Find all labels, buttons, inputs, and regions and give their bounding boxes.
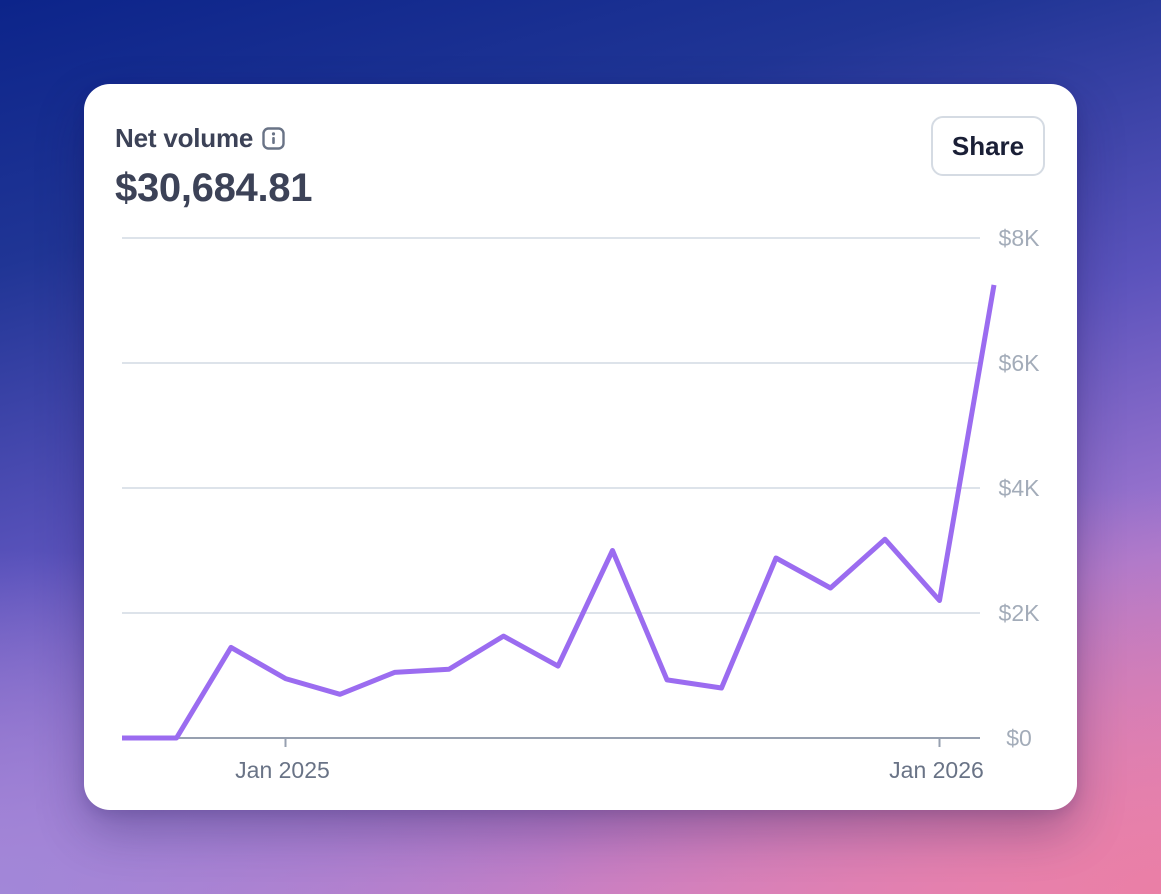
- data-point: [610, 548, 615, 553]
- data-point: [883, 537, 888, 542]
- x-tick-label: Jan 2026: [889, 757, 984, 783]
- share-button[interactable]: Share: [931, 116, 1045, 176]
- data-point: [338, 692, 343, 697]
- data-point: [719, 686, 724, 691]
- y-tick-label: $2K: [999, 600, 1041, 626]
- x-axis-ticks: Jan 2025 Jan 2026: [235, 738, 984, 783]
- info-icon[interactable]: [262, 126, 285, 150]
- y-tick-label: $6K: [999, 350, 1041, 376]
- data-point: [447, 667, 452, 672]
- net-volume-chart: $0 $2K $4K $6K $8K Jan 2025 Jan 2026: [120, 225, 1041, 783]
- data-point: [665, 677, 670, 682]
- data-point: [229, 645, 234, 650]
- card-title: Net volume: [115, 122, 254, 153]
- y-tick-label: $4K: [999, 475, 1041, 501]
- y-tick-label: $0: [1006, 725, 1032, 751]
- net-volume-amount: $30,684.81: [115, 166, 313, 210]
- y-tick-label: $8K: [999, 225, 1041, 251]
- x-tick-label: Jan 2025: [235, 757, 330, 783]
- y-axis-ticks: $0 $2K $4K $6K $8K: [999, 225, 1041, 751]
- data-point: [501, 634, 506, 639]
- net-volume-card: Net volume $30,684.81 Share $0 $2K $4K $6K $…: [84, 84, 1077, 810]
- data-point: [120, 736, 125, 741]
- data-point: [937, 598, 942, 603]
- data-point: [774, 556, 779, 561]
- data-point: [283, 676, 288, 681]
- data-point: [174, 736, 179, 741]
- data-point: [992, 282, 997, 287]
- gridlines: [122, 237, 980, 614]
- series-line: [122, 284, 997, 741]
- series-layer: [120, 282, 997, 741]
- data-point: [828, 586, 833, 591]
- data-point: [556, 664, 561, 669]
- card-header: Net volume: [115, 122, 285, 154]
- data-point: [392, 670, 397, 675]
